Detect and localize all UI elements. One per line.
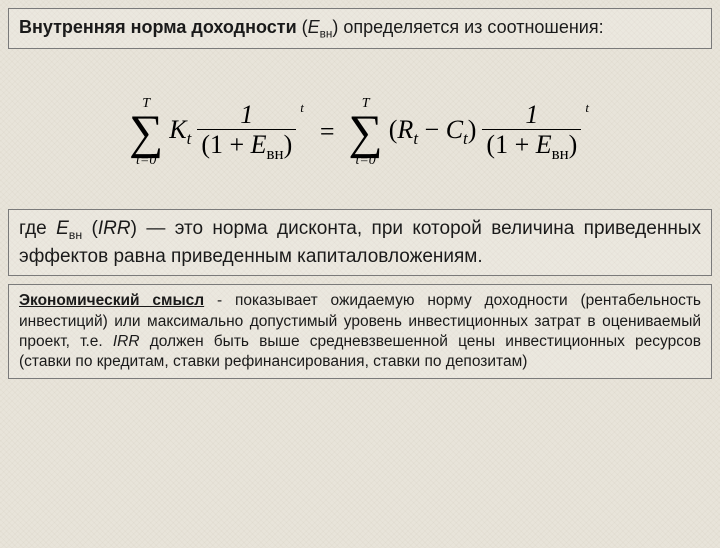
den-open-1: (1 + bbox=[201, 130, 250, 159]
equals-sign: = bbox=[312, 117, 343, 147]
minus-sign: − bbox=[418, 115, 446, 144]
desc-irr: IRR bbox=[98, 218, 131, 239]
power-left: t bbox=[302, 117, 306, 147]
fraction-left: 1 (1 + Eвн) bbox=[197, 101, 296, 164]
sigma-icon: ∑ bbox=[129, 111, 163, 154]
sigma-left: T ∑ t=0 bbox=[129, 97, 163, 168]
den-sub-2: вн bbox=[552, 144, 569, 163]
rc-term: (Rt − Ct) bbox=[389, 115, 477, 149]
den-close-1: ) bbox=[284, 130, 293, 159]
economic-box: Экономический смысл - показывает ожидаем… bbox=[8, 284, 712, 379]
frac-den-2: (1 + Eвн) bbox=[482, 130, 581, 164]
den-var-1: E bbox=[251, 130, 267, 159]
header-rest-1: ( bbox=[297, 17, 308, 37]
desc-irr-open: ( bbox=[82, 218, 98, 239]
k-term: Kt bbox=[169, 115, 191, 149]
desc-var-sub: вн bbox=[69, 228, 82, 242]
den-open-2: (1 + bbox=[486, 130, 535, 159]
desc-var: Е bbox=[56, 218, 69, 239]
formula-container: T ∑ t=0 Kt 1 (1 + Eвн) t = T ∑ t=0 (Rt −… bbox=[0, 55, 720, 205]
sum-lower-1: t=0 bbox=[136, 154, 156, 168]
frac-num-2: 1 bbox=[521, 101, 542, 130]
den-sub-1: вн bbox=[267, 144, 284, 163]
desc-pre: где bbox=[19, 218, 56, 239]
frac-num-1: 1 bbox=[236, 101, 257, 130]
description-text: где Евн (IRR) — это норма дисконта, при … bbox=[19, 216, 701, 269]
header-text: Внутренняя норма доходности (Евн) опреде… bbox=[19, 15, 701, 42]
header-sub: вн bbox=[320, 28, 333, 41]
econ-label: Экономический смысл bbox=[19, 292, 204, 309]
r-var: R bbox=[397, 115, 413, 144]
power-t-1: t bbox=[300, 100, 304, 115]
k-sub: t bbox=[187, 129, 192, 148]
formula: T ∑ t=0 Kt 1 (1 + Eвн) t = T ∑ t=0 (Rt −… bbox=[129, 97, 591, 168]
header-title-bold: Внутренняя норма доходности bbox=[19, 17, 297, 37]
power-t-2: t bbox=[585, 100, 589, 115]
den-close-2: ) bbox=[569, 130, 578, 159]
sigma-right: T ∑ t=0 bbox=[349, 97, 383, 168]
econ-irr: IRR bbox=[113, 333, 140, 350]
header-rest-2: ) определяется из соотношения: bbox=[332, 17, 603, 37]
header-box: Внутренняя норма доходности (Евн) опреде… bbox=[8, 8, 712, 49]
fraction-right: 1 (1 + Eвн) bbox=[482, 101, 581, 164]
power-right: t bbox=[587, 117, 591, 147]
header-var: Е bbox=[308, 17, 320, 37]
economic-text: Экономический смысл - показывает ожидаем… bbox=[19, 291, 701, 372]
frac-den-1: (1 + Eвн) bbox=[197, 130, 296, 164]
sigma-icon-2: ∑ bbox=[349, 111, 383, 154]
k-var: K bbox=[169, 115, 186, 144]
paren-close: ) bbox=[468, 115, 477, 144]
description-box: где Евн (IRR) — это норма дисконта, при … bbox=[8, 209, 712, 276]
den-var-2: E bbox=[536, 130, 552, 159]
c-var: C bbox=[446, 115, 463, 144]
sum-lower-2: t=0 bbox=[355, 154, 375, 168]
